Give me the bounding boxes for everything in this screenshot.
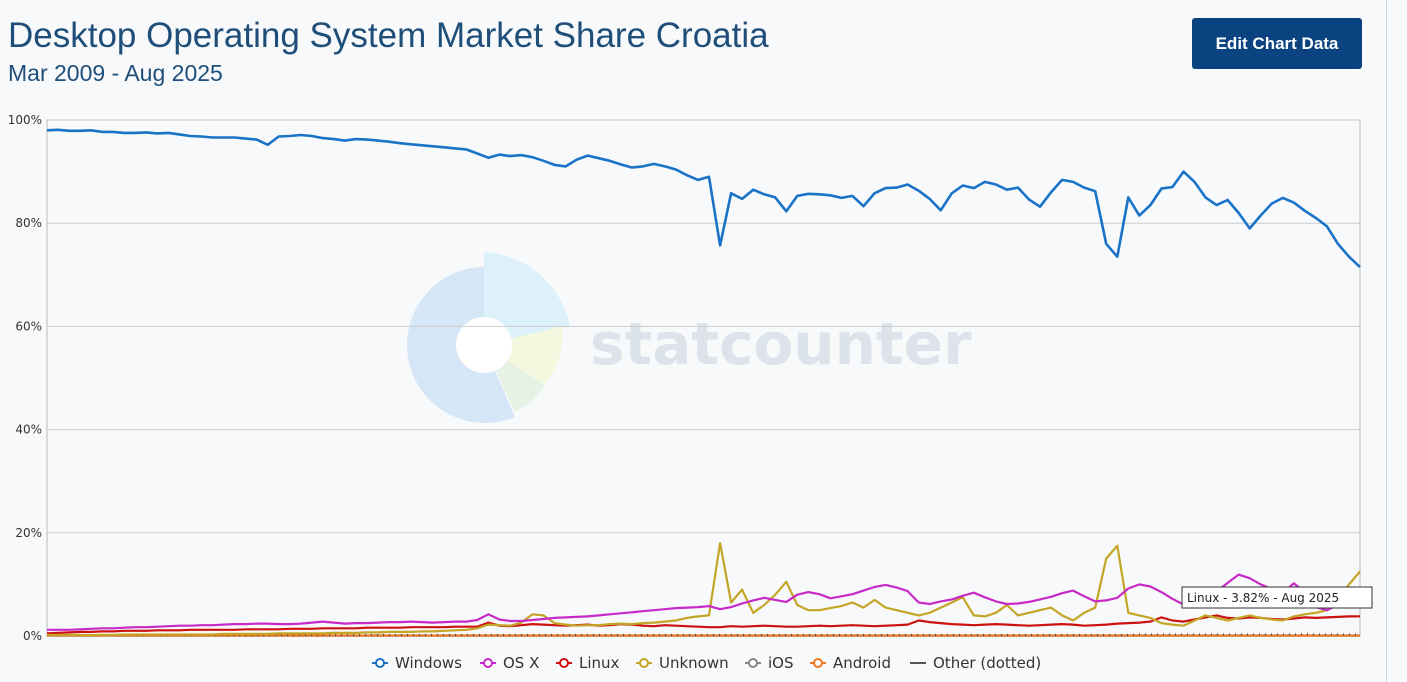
legend-item-os-x[interactable]: OS X: [480, 654, 539, 672]
legend-item-ios[interactable]: iOS: [745, 654, 794, 672]
legend-item-unknown[interactable]: Unknown: [636, 654, 729, 672]
edit-chart-data-button[interactable]: Edit Chart Data: [1192, 18, 1362, 69]
grid-lines: [47, 119, 1360, 637]
plot-area: [46, 119, 1361, 637]
watermark-text: statcounter: [590, 310, 972, 378]
legend-label: Android: [833, 654, 891, 672]
legend-marker-icon: [483, 658, 493, 668]
y-tick-label: 100%: [8, 113, 42, 127]
watermark-pie-hole: [456, 317, 512, 373]
legend-item-android[interactable]: Android: [810, 654, 891, 672]
legend-marker-icon: [813, 658, 823, 668]
legend-item-other-dotted[interactable]: Other (dotted): [910, 654, 1041, 672]
legend-marker-icon: [639, 658, 649, 668]
legend-label: iOS: [768, 654, 794, 672]
series-line-unknown[interactable]: [47, 541, 1361, 637]
legend-marker-icon: [748, 658, 758, 668]
legend-label: Linux: [579, 654, 620, 672]
y-tick-label: 0%: [23, 629, 42, 643]
legend-item-windows[interactable]: Windows: [372, 654, 462, 672]
series-line-os-x[interactable]: [47, 573, 1361, 631]
legend-item-linux[interactable]: Linux: [556, 654, 620, 672]
legend-label: Unknown: [659, 654, 729, 672]
legend-label: OS X: [503, 654, 539, 672]
series-lines: [46, 128, 1361, 637]
legend-label: Windows: [395, 654, 462, 672]
y-tick-label: 60%: [15, 319, 42, 333]
series-line-linux[interactable]: [46, 614, 1361, 635]
tooltip-box: [1181, 586, 1373, 609]
y-tick-label: 80%: [15, 216, 42, 230]
watermark: statcounter: [407, 252, 972, 423]
series-line-windows[interactable]: [46, 128, 1361, 269]
chart-title: Desktop Operating System Market Share Cr…: [8, 16, 769, 55]
legend-marker-icon: [559, 658, 569, 668]
legend-label: Other (dotted): [933, 654, 1041, 672]
y-axis-ticks: 0% 20% 40% 60% 80% 100%: [8, 113, 42, 643]
panel-divider: [1386, 0, 1387, 682]
legend-marker-icon: [375, 658, 385, 668]
y-tick-label: 20%: [15, 526, 42, 540]
y-tick-label: 40%: [15, 423, 42, 437]
legend: Windows OS X Linux Unknown iOS Android Other (…: [372, 654, 1041, 672]
tooltip-text: Linux - 3.82% - Aug 2025: [1187, 591, 1339, 605]
tooltip: Linux - 3.82% - Aug 2025: [1181, 586, 1373, 609]
chart-subtitle: Mar 2009 - Aug 2025: [8, 60, 223, 86]
watermark-pie-cyan: [484, 252, 570, 345]
